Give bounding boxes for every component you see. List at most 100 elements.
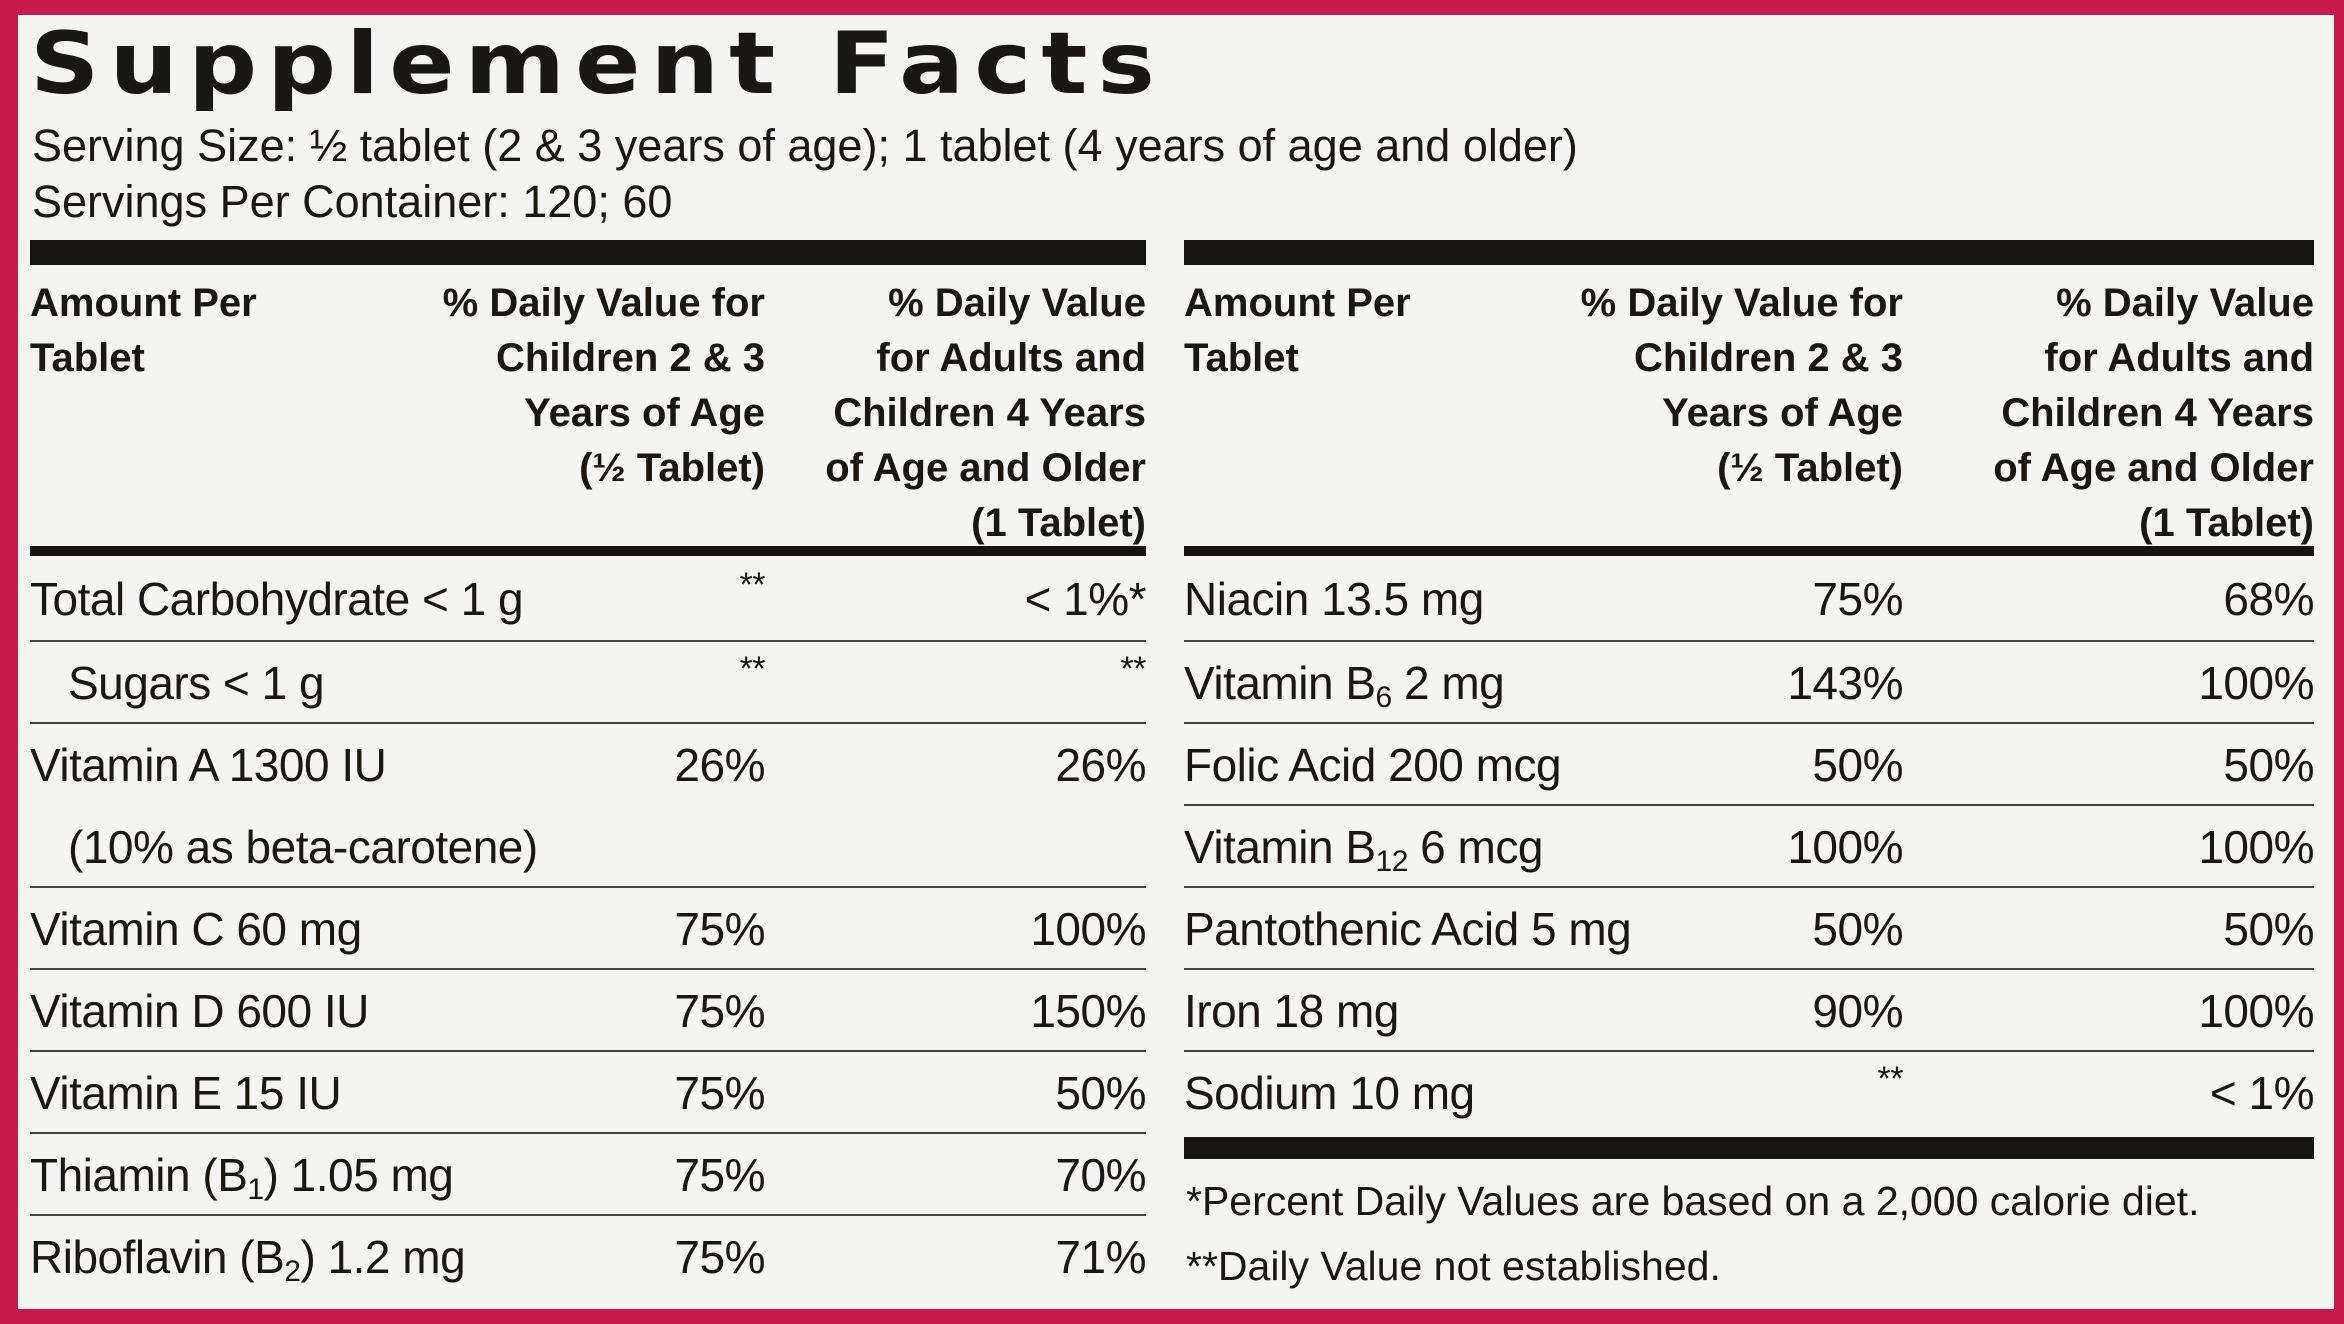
nutrient-row: Vitamin A 1300 IU (10% as beta-carotene) 2… <box>30 722 1146 888</box>
daily-value-children: 50% <box>1812 739 1903 791</box>
servings-per-container: Servings Per Container: 120; 60 <box>32 176 673 227</box>
nutrient-name-text: Sodium 10 mg <box>1184 1067 1475 1119</box>
nutrient-name: Total Carbohydrate < 1 g <box>30 572 524 626</box>
nutrient-amount: ) 1.05 mg <box>263 1149 454 1201</box>
daily-value-children: 75% <box>674 1149 765 1201</box>
header-rule <box>1184 546 2314 556</box>
nutrient-row: Vitamin B12 6 mcg 100% 100% <box>1184 804 2314 888</box>
nutrient-name-text: Sugars < 1 g <box>68 657 325 709</box>
nutrient-name-text: Vitamin D 600 IU <box>30 985 369 1037</box>
footnote-not-established: **Daily Value not established. <box>1186 1243 1721 1289</box>
daily-value-children: 143% <box>1787 657 1903 709</box>
daily-value-adults: 50% <box>2223 739 2314 791</box>
nutrient-row: Sugars < 1 g ** ** <box>30 640 1147 724</box>
nutrient-row: Folic Acid 200 mcg 50% 50% <box>1184 722 2314 806</box>
header-amount: Amount Per Tablet <box>30 281 257 380</box>
daily-value-children: 75% <box>674 1231 765 1283</box>
nutrient-name-text: Niacin 13.5 mg <box>1184 573 1484 625</box>
daily-value-adults: ** <box>1120 650 1147 688</box>
nutrient-name: Sugars < 1 g <box>68 656 325 710</box>
nutrient-row: Pantothenic Acid 5 mg 50% 50% <box>1184 886 2314 970</box>
nutrient-name-text: Vitamin A 1300 IU <box>30 739 387 791</box>
nutrient-row: Vitamin C 60 mg 75% 100% <box>30 886 1146 970</box>
nutrient-amount: ) 1.2 mg <box>300 1231 466 1283</box>
subscript: 12 <box>1375 845 1409 878</box>
nutrient-row: Niacin 13.5 mg 75% 68% <box>1184 558 2314 640</box>
header-adults: % Daily Value for Adults and Children 4 … <box>825 281 1146 545</box>
nutrient-name-text: Thiamin (B <box>30 1149 248 1201</box>
daily-value-children: 26% <box>674 739 765 791</box>
daily-value-adults: 100% <box>2198 821 2314 873</box>
nutrient-name: Pantothenic Acid 5 mg <box>1184 902 1632 956</box>
daily-value-children: 75% <box>674 985 765 1037</box>
daily-value-children: 75% <box>674 903 765 955</box>
nutrient-name: Vitamin B6 2 mg <box>1184 656 1505 715</box>
header-amount: Amount Per Tablet <box>1184 281 1411 380</box>
nutrient-name: Iron 18 mg <box>1184 984 1399 1038</box>
daily-value-adults: 150% <box>1030 985 1146 1037</box>
nutrient-row: Iron 18 mg 90% 100% <box>1184 968 2314 1052</box>
daily-value-adults: 71% <box>1055 1231 1146 1283</box>
nutrient-row: Thiamin (B1) 1.05 mg 75% 70% <box>30 1132 1146 1216</box>
nutrient-row: Sodium 10 mg ** < 1% <box>1184 1050 2315 1134</box>
daily-value-adults: 26% <box>1055 739 1146 791</box>
daily-value-adults: < 1%* <box>1024 573 1146 625</box>
thick-rule <box>30 240 1146 265</box>
daily-value-children: 50% <box>1812 903 1903 955</box>
nutrient-row: Vitamin B6 2 mg 143% 100% <box>1184 640 2314 724</box>
nutrient-name-text: Iron 18 mg <box>1184 985 1399 1037</box>
nutrient-name-text: Vitamin B <box>1184 821 1376 873</box>
nutrient-amount: 2 mg <box>1391 657 1505 709</box>
nutrient-name-text: Vitamin B <box>1184 657 1376 709</box>
daily-value-adults: 100% <box>2198 985 2314 1037</box>
nutrient-name: Riboflavin (B2) 1.2 mg <box>30 1230 466 1289</box>
nutrient-name: Niacin 13.5 mg <box>1184 572 1484 626</box>
daily-value-children: 75% <box>674 1067 765 1119</box>
daily-value-children: ** <box>1877 1060 1904 1098</box>
header-rule <box>30 546 1146 556</box>
nutrient-row: Vitamin E 15 IU 75% 50% <box>30 1050 1146 1134</box>
daily-value-children: 90% <box>1812 985 1903 1037</box>
nutrient-name: Vitamin D 600 IU <box>30 984 369 1038</box>
daily-value-adults: < 1% <box>2209 1067 2315 1119</box>
nutrient-row: Riboflavin (B2) 1.2 mg 75% 71% <box>30 1214 1146 1298</box>
header-children: % Daily Value for Children 2 & 3 Years o… <box>442 281 765 490</box>
header-children: % Daily Value for Children 2 & 3 Years o… <box>1580 281 1903 490</box>
nutrient-name: Vitamin A 1300 IU <box>30 738 387 792</box>
nutrient-name-text: Riboflavin (B <box>30 1231 285 1283</box>
footnote-percent: *Percent Daily Values are based on a 2,0… <box>1186 1178 2200 1224</box>
subscript: 2 <box>284 1255 301 1288</box>
daily-value-children: 100% <box>1787 821 1903 873</box>
nutrient-name-text: Pantothenic Acid 5 mg <box>1184 903 1632 955</box>
nutrient-name-text: Total Carbohydrate < 1 g <box>30 573 524 625</box>
daily-value-adults: 50% <box>1055 1067 1146 1119</box>
daily-value-adults: 100% <box>2198 657 2314 709</box>
daily-value-adults: 70% <box>1055 1149 1146 1201</box>
thick-rule <box>1184 1137 2314 1159</box>
nutrient-name: Vitamin C 60 mg <box>30 902 362 956</box>
nutrient-row: Vitamin D 600 IU 75% 150% <box>30 968 1146 1052</box>
nutrient-name: Vitamin E 15 IU <box>30 1066 342 1120</box>
header-adults: % Daily Value for Adults and Children 4 … <box>1993 281 2314 545</box>
supplement-facts-panel <box>18 15 2334 1309</box>
subscript: 6 <box>1375 681 1393 714</box>
page-title: Supplement Facts <box>30 14 1165 114</box>
serving-size: Serving Size: ½ tablet (2 & 3 years of a… <box>32 120 1578 171</box>
thick-rule <box>1184 240 2314 265</box>
subscript: 1 <box>247 1173 264 1206</box>
nutrient-name: Sodium 10 mg <box>1184 1066 1475 1120</box>
nutrient-name: Vitamin B12 6 mcg <box>1184 820 1543 879</box>
nutrient-name-text: Vitamin E 15 IU <box>30 1067 342 1119</box>
nutrient-name: Folic Acid 200 mcg <box>1184 738 1562 792</box>
nutrient-row: Total Carbohydrate < 1 g ** < 1%* <box>30 558 1146 640</box>
daily-value-children: ** <box>739 566 766 604</box>
daily-value-adults: 68% <box>2223 573 2314 625</box>
nutrient-note: (10% as beta-carotene) <box>68 821 538 873</box>
daily-value-children: 75% <box>1812 573 1903 625</box>
nutrient-name-text: Vitamin C 60 mg <box>30 903 362 955</box>
daily-value-adults: 100% <box>1030 903 1146 955</box>
nutrient-name: Thiamin (B1) 1.05 mg <box>30 1148 454 1207</box>
daily-value-adults: 50% <box>2223 903 2314 955</box>
nutrient-amount: 6 mcg <box>1407 821 1543 873</box>
nutrient-name-text: Folic Acid 200 mcg <box>1184 739 1562 791</box>
